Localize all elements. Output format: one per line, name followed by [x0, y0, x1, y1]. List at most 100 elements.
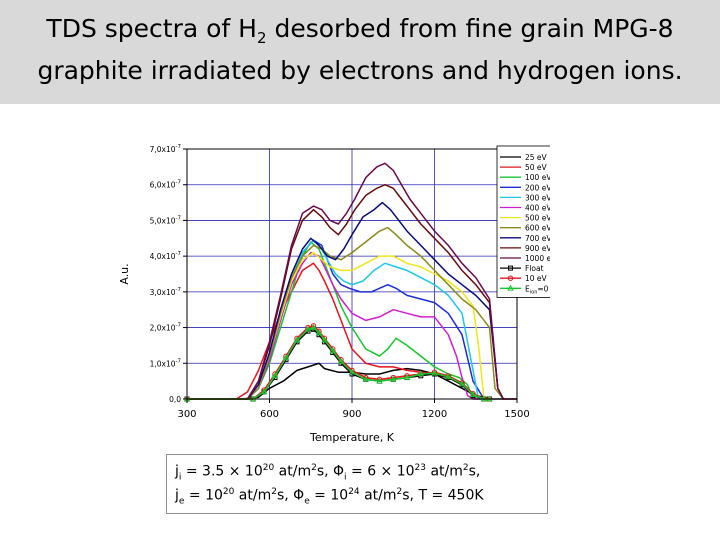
data-point	[282, 354, 290, 361]
data-point	[293, 336, 301, 343]
legend-marker	[507, 275, 514, 281]
data-point	[271, 372, 279, 379]
data-point	[469, 391, 477, 398]
y-tick-label: 2,0x10-7	[150, 323, 182, 333]
series-line	[187, 251, 490, 400]
phii-sub: i	[344, 472, 347, 483]
legend-entry: 400 eV	[525, 204, 550, 213]
legend-entry: 500 eV	[525, 214, 550, 223]
ion-parameters: ji = 3.5 × 1020 at/m2s, Φi = 6 × 1023 at…	[175, 463, 480, 482]
je-unit-end: s,	[276, 487, 294, 504]
phie-exp: 24	[348, 487, 360, 497]
phii-exp: 23	[414, 463, 426, 473]
legend-entry: Float	[525, 264, 544, 273]
ji-exp: 20	[262, 463, 275, 473]
y-tick-label: 1,0x10-7	[150, 358, 182, 368]
y-tick-label: 0,0	[169, 395, 181, 404]
data-point	[390, 375, 397, 382]
phie-symbol: Φ	[293, 487, 305, 504]
data-point	[321, 336, 328, 343]
parameters-box: ji = 3.5 × 1020 at/m2s, Φi = 6 × 1023 at…	[166, 454, 548, 514]
x-tick-label: 600	[260, 409, 279, 420]
grid	[186, 148, 518, 400]
phii-unit-end: s,	[468, 463, 481, 480]
phii-unit: at/m	[426, 463, 463, 480]
series-layer	[183, 162, 517, 402]
data-point	[260, 388, 268, 395]
series-line	[187, 183, 517, 400]
title-subscript: 2	[256, 29, 267, 47]
legend-entry: Eion=0	[525, 284, 549, 295]
y-tick-label: 6,0x10-7	[150, 180, 182, 190]
data-point	[431, 369, 438, 376]
ji-sub: i	[178, 472, 182, 483]
data-point	[348, 368, 356, 375]
legend-marker	[507, 284, 514, 291]
y-tick-label: 3,0x10-7	[150, 287, 182, 297]
x-tick-label: 900	[342, 409, 361, 420]
je-exp: 20	[222, 487, 235, 497]
series-line	[187, 328, 490, 400]
x-tick-label: 1200	[422, 409, 447, 420]
y-tick-label: 4,0x10-7	[150, 251, 182, 261]
title-suffix: desorbed from fine grain MPG-8	[266, 14, 674, 43]
je-unit: at/m	[234, 487, 272, 504]
legend-entry: 900 eV	[525, 244, 550, 253]
ji-unit: at/m	[274, 463, 312, 480]
data-point	[304, 325, 312, 332]
series-line	[187, 226, 504, 400]
data-point	[403, 373, 411, 380]
data-point	[417, 370, 424, 377]
legend-entry: 600 eV	[525, 224, 550, 233]
page-title-line-1: TDS spectra of H2 desorbed from fine gra…	[0, 14, 720, 47]
legend-entry: 25 eV	[525, 153, 548, 162]
y-axis-label: A.u.	[118, 263, 131, 284]
je-symbol: j	[175, 487, 179, 504]
legend-entry: 50 eV	[525, 163, 548, 172]
legend-entry: 300 eV	[525, 193, 550, 202]
phie-unit-end: s, T = 450K	[402, 487, 484, 504]
phie-unit: at/m	[359, 487, 397, 504]
je-sub: e	[178, 496, 185, 507]
y-tick-label: 7,0x10-7	[150, 144, 182, 154]
ji-unit-end: s,	[316, 463, 334, 480]
x-tick-label: 300	[177, 409, 196, 420]
legend-box	[496, 145, 550, 298]
x-tick-label: 1500	[504, 409, 529, 420]
phii-unit-exp: 2	[462, 463, 469, 473]
data-point	[329, 347, 336, 354]
legend-entry: 10 eV	[525, 274, 548, 283]
ji-value: = 3.5 × 10	[181, 463, 263, 480]
data-point	[362, 375, 369, 382]
phii-value: = 6 × 10	[346, 463, 415, 480]
series-line	[187, 325, 490, 400]
phie-value: = 10	[309, 487, 349, 504]
x-axis-label: Temperature, K	[309, 431, 395, 444]
electron-parameters: je = 1020 at/m2s, Φe = 1024 at/m2s, T = …	[175, 487, 484, 506]
data-point	[445, 373, 452, 380]
tds-chart: 300 600 900 1200 1500 0,0 1,0x10-7 2,0x10-7 3,0x…	[118, 144, 550, 444]
page-title-line-2: graphite irradiated by electrons and hyd…	[37, 56, 683, 85]
axes: 300 600 900 1200 1500 0,0 1,0x10-7 2,0x10-7 3,0x…	[118, 144, 530, 444]
legend-marker	[508, 265, 513, 271]
legend-entry: 1000 eV	[525, 254, 550, 263]
legend-entry: 200 eV	[525, 183, 550, 192]
legend-entry: 100 eV	[525, 173, 550, 182]
je-unit-exp: 2	[271, 487, 277, 497]
data-point	[376, 377, 383, 384]
phii-symbol: Φ	[333, 463, 345, 480]
series-line	[187, 162, 517, 400]
phie-unit-exp: 2	[396, 487, 403, 497]
ji-unit-exp: 2	[311, 463, 317, 473]
je-value: = 10	[184, 487, 223, 504]
data-point	[315, 329, 323, 336]
legend-entry: 700 eV	[525, 234, 550, 243]
title-prefix: TDS spectra of H	[46, 14, 257, 43]
y-tick-label: 5,0x10-7	[150, 215, 182, 225]
data-point	[310, 323, 317, 330]
data-point	[337, 357, 345, 364]
series-line	[187, 201, 504, 400]
title-band: TDS spectra of H2 desorbed from fine gra…	[0, 0, 720, 104]
data-point	[458, 380, 466, 387]
